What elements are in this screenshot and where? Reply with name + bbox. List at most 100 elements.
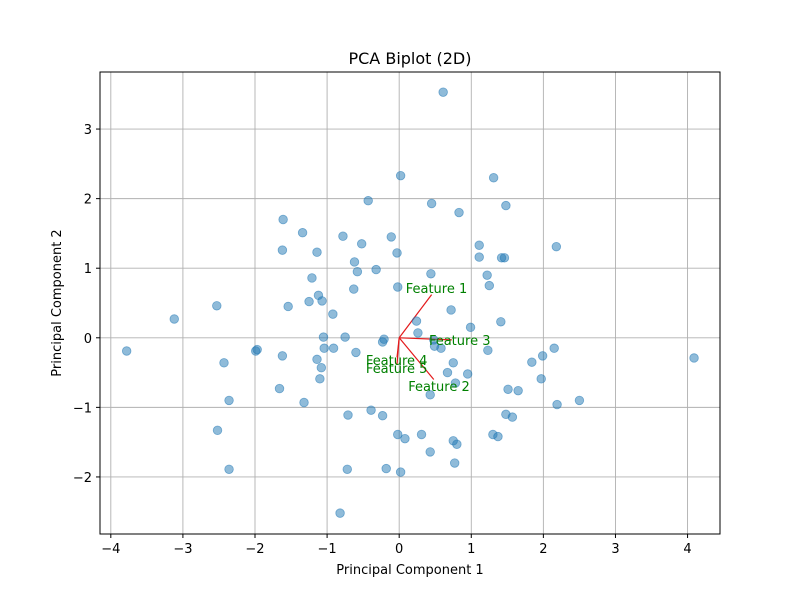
data-point xyxy=(316,363,327,373)
data-point xyxy=(449,458,460,468)
data-point xyxy=(277,351,288,361)
scatter-points xyxy=(121,87,699,518)
x-tick-label: 1 xyxy=(467,542,475,557)
data-point xyxy=(317,296,327,306)
loading-label: Feature 1 xyxy=(406,282,468,297)
y-axis-title: Principal Component 2 xyxy=(50,229,65,376)
data-point xyxy=(527,357,537,367)
x-tick-label: 2 xyxy=(539,542,547,557)
data-point xyxy=(426,269,436,279)
data-point xyxy=(436,343,446,353)
data-point xyxy=(482,270,492,280)
data-point xyxy=(299,397,309,408)
data-point xyxy=(689,353,699,363)
data-point xyxy=(318,332,329,342)
x-tick-label: 0 xyxy=(395,542,403,557)
data-point xyxy=(224,464,234,474)
data-point xyxy=(366,405,376,415)
data-point xyxy=(377,411,388,421)
plot-frame xyxy=(99,71,721,535)
x-tick-label: 4 xyxy=(683,542,691,557)
data-point xyxy=(395,170,406,181)
data-point xyxy=(224,395,234,406)
data-point xyxy=(493,431,503,442)
data-point xyxy=(297,228,308,238)
data-point xyxy=(413,328,423,338)
data-point xyxy=(488,173,499,183)
x-tick-label: −3 xyxy=(173,542,192,557)
data-point xyxy=(219,358,229,368)
data-point xyxy=(274,383,285,394)
data-point xyxy=(349,257,360,267)
loading-label: Feature 2 xyxy=(408,380,470,395)
data-point xyxy=(400,433,410,444)
loading-label: Feature 3 xyxy=(429,334,491,349)
data-point xyxy=(356,239,367,249)
loading-label: Feature 5 xyxy=(366,362,428,377)
data-point xyxy=(212,425,223,436)
data-point xyxy=(212,301,222,311)
x-tick-label: −2 xyxy=(245,542,264,557)
data-point xyxy=(454,207,464,218)
data-point xyxy=(503,384,513,394)
x-axis-ticks: −4 −3 −2 −1 0 1 2 3 4 xyxy=(101,534,692,557)
data-point xyxy=(416,429,427,440)
y-tick-label: 0 xyxy=(84,332,92,347)
data-point xyxy=(496,317,506,327)
data-point xyxy=(277,245,288,255)
loading-vector xyxy=(398,294,433,339)
data-point xyxy=(392,248,402,258)
data-point xyxy=(452,439,462,449)
data-point xyxy=(499,253,510,263)
data-point xyxy=(312,354,322,365)
data-point xyxy=(386,232,396,242)
data-point xyxy=(448,358,458,368)
grid-lines xyxy=(100,72,720,534)
data-point xyxy=(381,463,391,474)
data-point xyxy=(537,351,548,361)
data-point xyxy=(251,346,261,356)
data-point xyxy=(425,390,435,400)
y-tick-label: −1 xyxy=(73,401,92,416)
loading-vector xyxy=(399,337,452,341)
data-point xyxy=(278,214,288,225)
data-point xyxy=(513,385,523,396)
data-point xyxy=(411,316,422,326)
y-axis-ticks: −2 −1 0 1 2 3 xyxy=(73,123,100,486)
data-point xyxy=(352,266,363,277)
data-point xyxy=(425,447,435,457)
data-point xyxy=(169,314,179,324)
y-tick-label: −2 xyxy=(73,471,92,486)
data-point xyxy=(574,395,585,406)
x-tick-label: −4 xyxy=(101,542,120,557)
data-point xyxy=(343,410,353,420)
data-point xyxy=(335,508,345,518)
loading-vector xyxy=(396,337,400,365)
data-point xyxy=(450,378,461,388)
y-tick-label: 1 xyxy=(84,262,92,277)
data-point xyxy=(551,241,562,252)
data-point xyxy=(304,296,314,307)
data-point xyxy=(395,467,406,477)
loading-vector xyxy=(398,337,435,380)
data-point xyxy=(393,429,403,440)
data-point xyxy=(438,87,448,97)
data-point xyxy=(315,374,325,384)
data-point xyxy=(507,412,518,422)
loading-vectors xyxy=(396,294,452,380)
data-point xyxy=(338,231,348,241)
data-point xyxy=(328,309,338,319)
x-axis-title: Principal Component 1 xyxy=(336,563,483,578)
data-point xyxy=(465,322,476,333)
data-point xyxy=(328,343,339,353)
data-point xyxy=(474,240,484,250)
data-point xyxy=(393,282,403,292)
data-point xyxy=(283,301,293,312)
data-point xyxy=(121,346,132,356)
data-point xyxy=(442,367,453,378)
data-point xyxy=(426,198,437,209)
x-tick-label: 3 xyxy=(611,542,619,557)
data-point xyxy=(536,374,546,384)
